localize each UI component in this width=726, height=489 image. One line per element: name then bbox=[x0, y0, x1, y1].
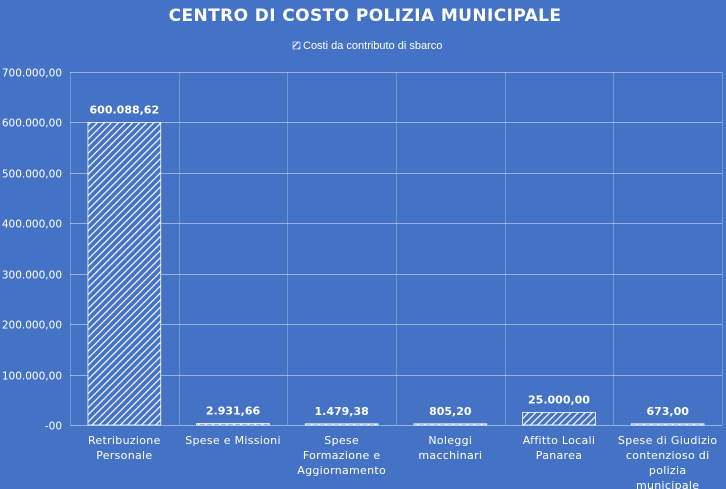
y-tick-label: 400.000,00 bbox=[2, 219, 62, 231]
y-tick-label: 300.000,00 bbox=[2, 270, 62, 282]
y-tick-label: 500.000,00 bbox=[2, 169, 62, 181]
y-axis-ticks: -00 100.000,00 200.000,00 300.000,00 400.000… bbox=[2, 68, 62, 433]
y-tick-label: 600.000,00 bbox=[2, 118, 62, 130]
data-label: 1.479,38 bbox=[315, 405, 369, 418]
y-tick-label: 200.000,00 bbox=[2, 320, 62, 332]
x-category-label: macchinari bbox=[418, 449, 482, 462]
x-category-label: municipale bbox=[636, 479, 699, 489]
y-tick-label: 100.000,00 bbox=[2, 371, 62, 383]
x-category-label: Personale bbox=[96, 449, 152, 462]
x-category-label: Affitto Locali bbox=[523, 434, 596, 447]
x-category-label: Panarea bbox=[536, 449, 582, 462]
bars bbox=[87, 121, 705, 426]
data-label: 600.088,62 bbox=[90, 103, 160, 116]
x-category-label: polizia bbox=[649, 464, 687, 477]
x-category-label: Spese bbox=[324, 434, 359, 447]
bar bbox=[196, 423, 270, 426]
data-label: 2.931,66 bbox=[206, 405, 261, 418]
y-tick-label: -00 bbox=[45, 421, 62, 433]
bar bbox=[522, 411, 596, 426]
x-category-label: Spese di Giudizio bbox=[618, 434, 718, 447]
legend-swatch bbox=[292, 41, 301, 50]
x-axis-categories: Retribuzione Personale Spese e Missioni Spe… bbox=[88, 434, 717, 489]
x-category-label: Retribuzione bbox=[88, 434, 161, 447]
x-category-label: Spese e Missioni bbox=[185, 434, 281, 447]
bar bbox=[630, 423, 705, 426]
data-label: 25.000,00 bbox=[528, 393, 590, 406]
x-category-label: Formazione e bbox=[303, 449, 381, 462]
x-category-label: Noleggi bbox=[428, 434, 472, 447]
bar bbox=[87, 121, 162, 426]
x-category-label: contenzioso di bbox=[626, 449, 710, 462]
legend-label: Costi da contributo di sbarco bbox=[303, 40, 442, 52]
legend: Costi da contributo di sbarco bbox=[292, 40, 442, 52]
grid-layer bbox=[70, 72, 723, 426]
data-label: 673,00 bbox=[646, 405, 689, 418]
data-labels: 600.088,62 2.931,66 1.479,38 805,20 25.000,0… bbox=[90, 103, 690, 417]
y-tick-label: 700.000,00 bbox=[2, 68, 62, 80]
data-label: 805,20 bbox=[429, 405, 472, 418]
chart-title: CENTRO DI COSTO POLIZIA MUNICIPALE bbox=[169, 6, 562, 26]
x-category-label: Aggiornamento bbox=[297, 464, 386, 477]
bar bbox=[304, 423, 379, 426]
bar bbox=[413, 423, 488, 426]
